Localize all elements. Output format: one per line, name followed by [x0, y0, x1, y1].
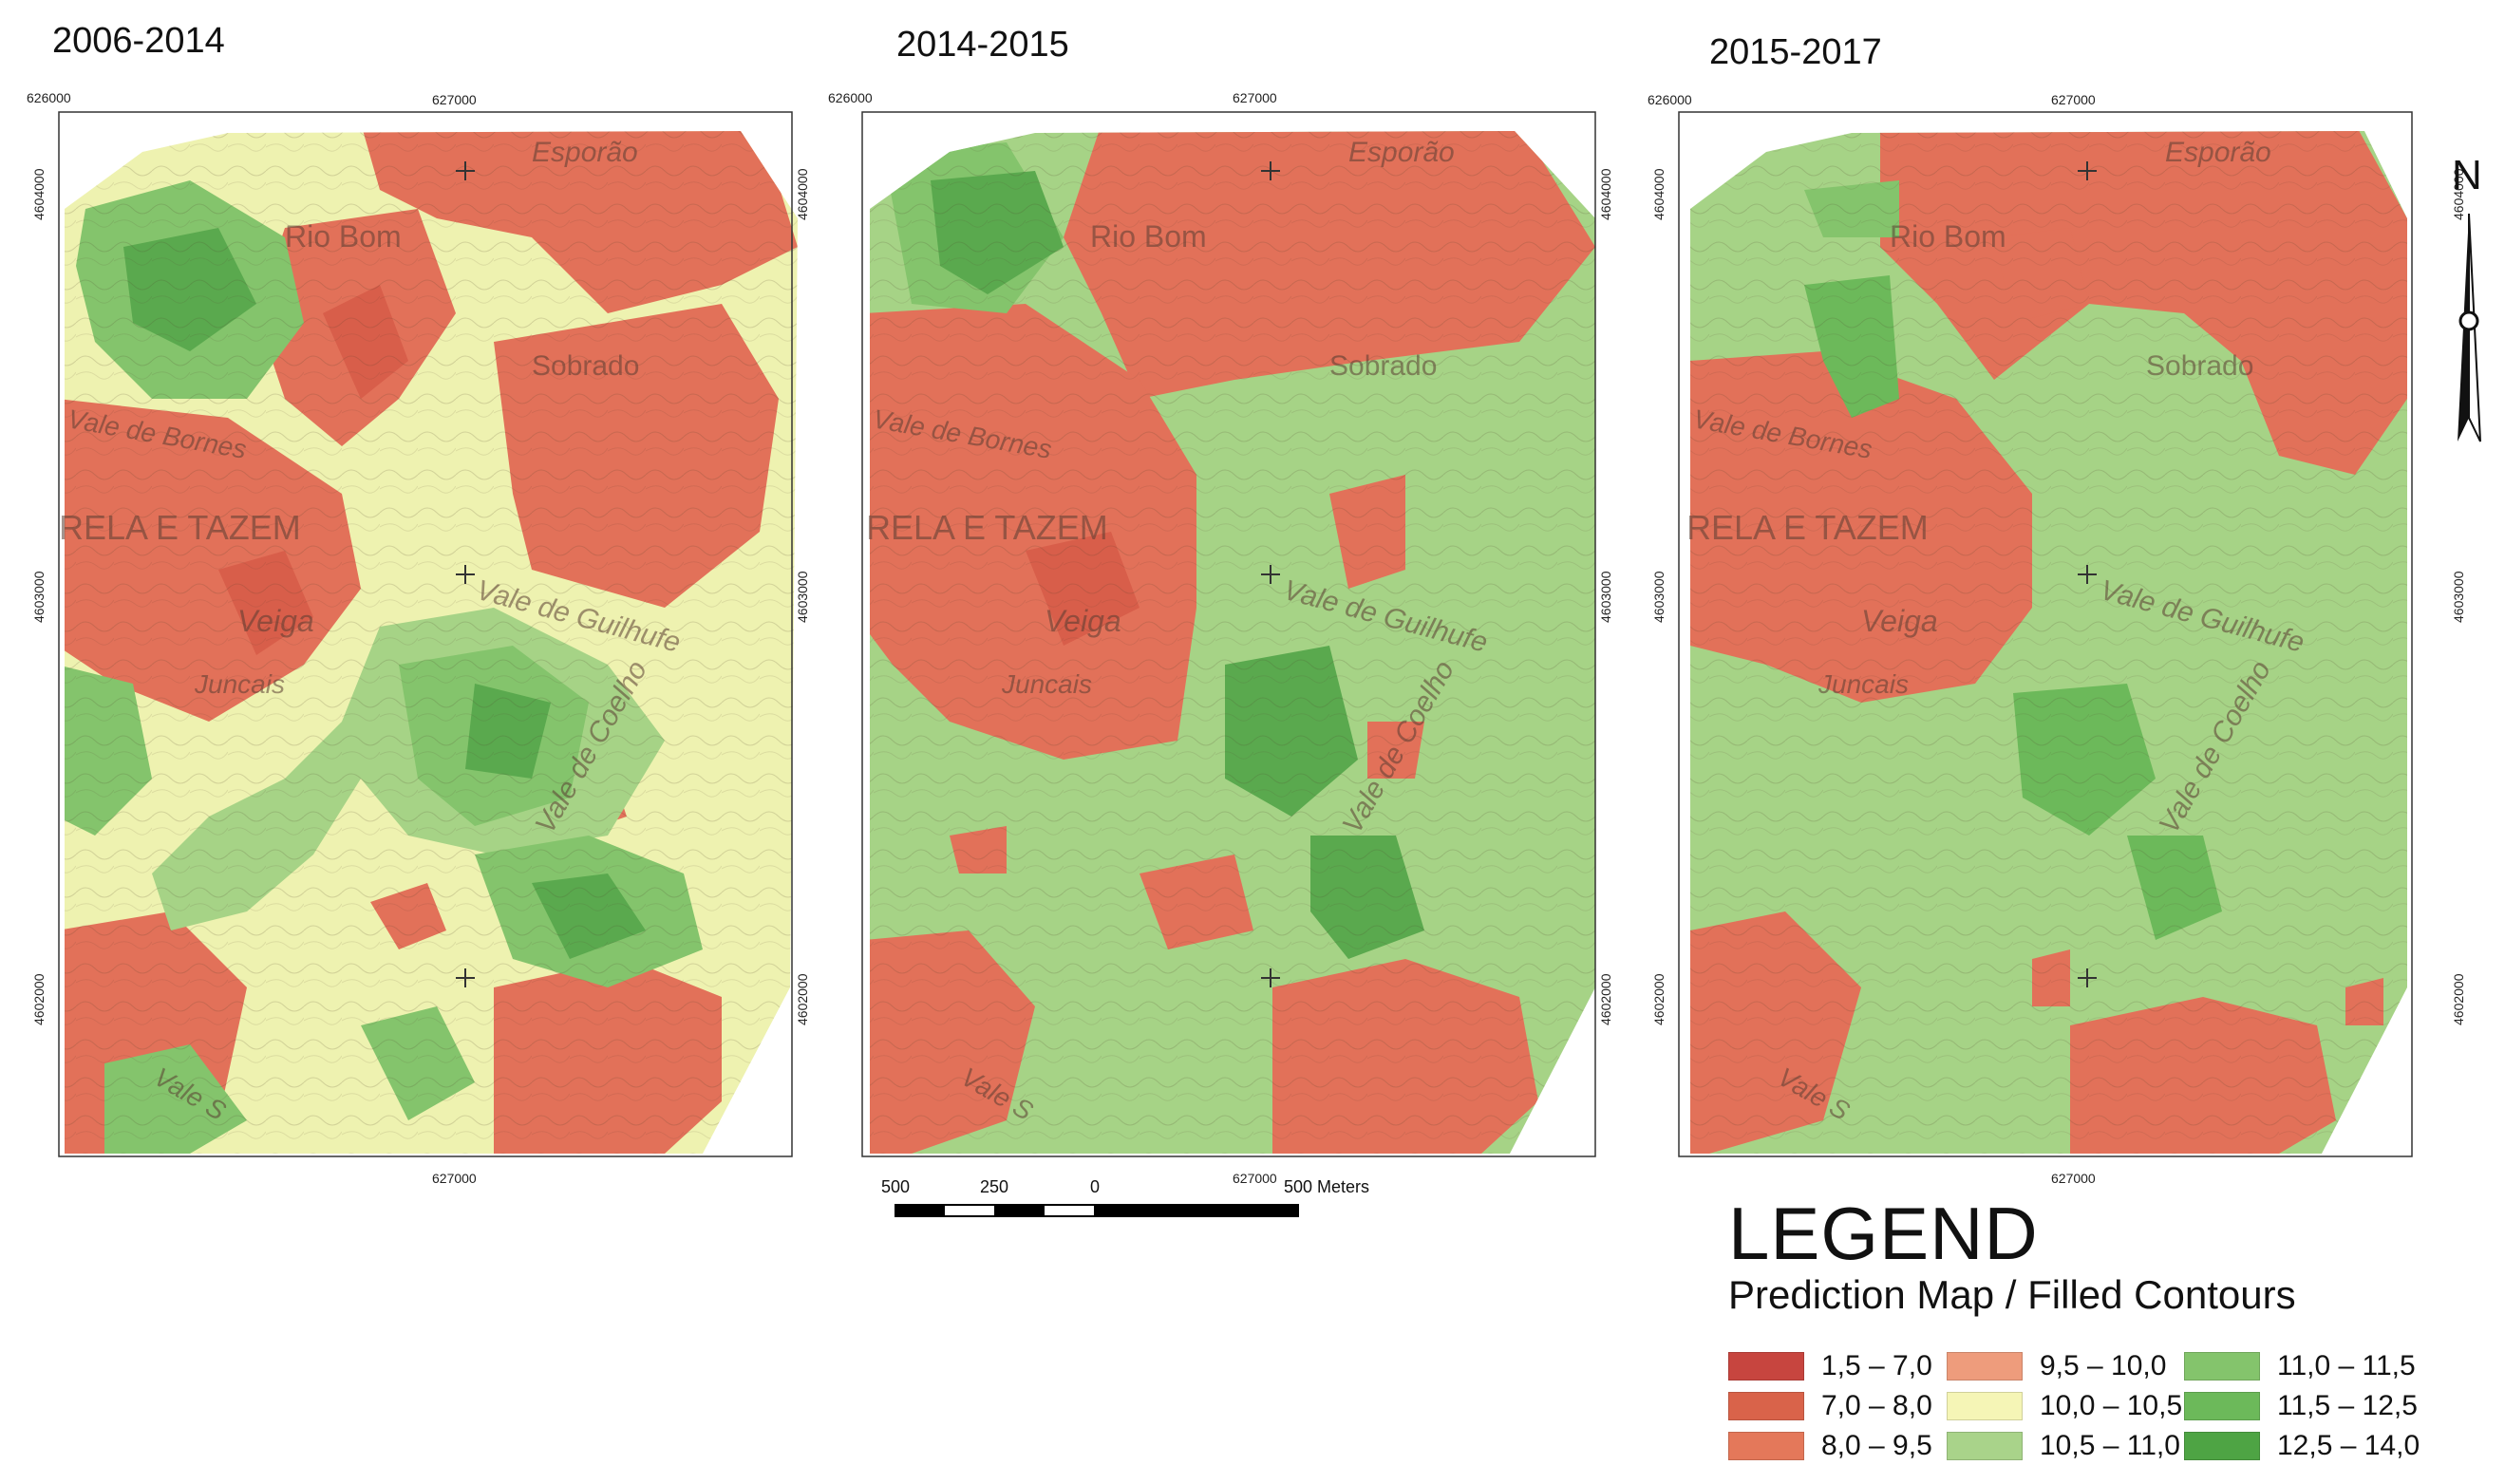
- coord-top-mid-1: 627000: [432, 92, 477, 107]
- map1-frame: [58, 111, 793, 1157]
- place-rio-bom-2: Rio Bom: [1090, 219, 1207, 254]
- place-esporao-1: Esporão: [532, 137, 638, 168]
- legend-title: LEGEND: [1728, 1192, 2039, 1275]
- place-veiga-2: Veiga: [1045, 604, 1121, 638]
- legend-item: 11,0 – 11,5: [2184, 1350, 2416, 1381]
- coord-y-bot-1r: 4602000: [795, 973, 810, 1025]
- place-veiga-1: Veiga: [237, 604, 314, 638]
- legend-swatch: [2184, 1392, 2260, 1420]
- map3-frame: [1678, 111, 2413, 1157]
- legend-label: 10,0 – 10,5: [2040, 1390, 2183, 1421]
- place-rela-3: RELA E TAZEM: [1686, 508, 1929, 547]
- legend-label: 11,0 – 11,5: [2277, 1350, 2416, 1381]
- place-rela-2: RELA E TAZEM: [866, 508, 1108, 547]
- coord-y-top-3: 4604000: [1651, 168, 1667, 220]
- map-2014-2015: [870, 131, 1595, 1154]
- legend-item: 10,5 – 11,0: [1947, 1430, 2180, 1461]
- coord-y-top-1r: 4604000: [795, 168, 810, 220]
- coord-y-mid-3: 4603000: [1651, 571, 1667, 623]
- place-rela-1: RELA E TAZEM: [59, 508, 301, 547]
- coord-y-top-2r: 4604000: [1598, 168, 1613, 220]
- scale-label-0: 0: [1090, 1177, 1101, 1196]
- coord-y-mid-1: 4603000: [31, 571, 47, 623]
- coord-y-mid-1r: 4603000: [795, 571, 810, 623]
- coord-y-bot-3: 4602000: [1651, 973, 1667, 1025]
- place-veiga-3: Veiga: [1861, 604, 1938, 638]
- legend-item: 8,0 – 9,5: [1728, 1430, 1932, 1461]
- period-title-2: 2014-2015: [896, 25, 1069, 65]
- coord-y-top-3r: 4604000: [2451, 168, 2466, 220]
- coord-y-bot-3r: 4602000: [2451, 973, 2466, 1025]
- coord-top-mid-3: 627000: [2051, 92, 2096, 107]
- legend-swatch: [1728, 1352, 1804, 1381]
- coord-bot-mid-3: 627000: [2051, 1171, 2096, 1186]
- legend-label: 8,0 – 9,5: [1821, 1430, 1932, 1461]
- place-esporao-3: Esporão: [2165, 137, 2271, 168]
- place-rio-bom-3: Rio Bom: [1890, 219, 2006, 254]
- coord-y-bot-2r: 4602000: [1598, 973, 1613, 1025]
- scale-bar: [895, 1204, 1299, 1217]
- coord-y-mid-3r: 4603000: [2451, 571, 2466, 623]
- coord-bot-mid-2: 627000: [1233, 1171, 1277, 1186]
- legend-swatch: [1728, 1432, 1804, 1460]
- place-juncais-3: Juncais: [1818, 669, 1909, 699]
- map-2006-2014: [65, 131, 798, 1154]
- place-sobrado-2: Sobrado: [1329, 350, 1437, 382]
- legend-label: 9,5 – 10,0: [2040, 1350, 2167, 1381]
- coord-y-mid-2r: 4603000: [1598, 571, 1613, 623]
- place-juncais-1: Juncais: [194, 669, 285, 699]
- map2-frame: [861, 111, 1596, 1157]
- legend-label: 7,0 – 8,0: [1821, 1390, 1932, 1421]
- legend-item: 1,5 – 7,0: [1728, 1350, 1932, 1381]
- place-esporao-2: Esporão: [1348, 137, 1455, 168]
- legend-swatch: [1728, 1392, 1804, 1420]
- coord-top-left-2: 626000: [828, 90, 873, 105]
- place-juncais-2: Juncais: [1001, 669, 1092, 699]
- legend-subtitle: Prediction Map / Filled Contours: [1728, 1272, 2296, 1317]
- coord-bot-mid-1: 627000: [432, 1171, 477, 1186]
- legend-label: 10,5 – 11,0: [2040, 1430, 2180, 1461]
- period-title-1: 2006-2014: [52, 21, 225, 61]
- coord-y-top-1: 4604000: [31, 168, 47, 220]
- legend-swatch: [1947, 1432, 2023, 1460]
- legend-label: 12,5 – 14,0: [2277, 1430, 2420, 1461]
- period-title-3: 2015-2017: [1709, 32, 1882, 72]
- place-sobrado-3: Sobrado: [2146, 350, 2253, 382]
- legend-label: 11,5 – 12,5: [2277, 1390, 2418, 1421]
- legend-item: 9,5 – 10,0: [1947, 1350, 2167, 1381]
- legend-item: 12,5 – 14,0: [2184, 1430, 2420, 1461]
- legend-item: 7,0 – 8,0: [1728, 1390, 1932, 1421]
- legend-label: 1,5 – 7,0: [1821, 1350, 1932, 1381]
- legend-swatch: [2184, 1352, 2260, 1381]
- scale-label-500: 500: [881, 1177, 911, 1196]
- legend-swatch: [1947, 1392, 2023, 1420]
- scale-label-meters: 500 Meters: [1284, 1177, 1370, 1196]
- place-sobrado-1: Sobrado: [532, 350, 639, 382]
- legend-item: 10,0 – 10,5: [1947, 1390, 2183, 1421]
- coord-top-left-3: 626000: [1648, 92, 1692, 107]
- legend-swatch: [1947, 1352, 2023, 1381]
- map-2015-2017: [1690, 131, 2407, 1154]
- legend-swatch: [2184, 1432, 2260, 1460]
- coord-top-mid-2: 627000: [1233, 90, 1277, 105]
- place-rio-bom-1: Rio Bom: [285, 219, 402, 254]
- coord-y-bot-1: 4602000: [31, 973, 47, 1025]
- north-arrow-icon: [2458, 213, 2481, 442]
- grid-crosses: [456, 161, 2097, 987]
- north-label: N: [2452, 152, 2482, 198]
- legend-item: 11,5 – 12,5: [2184, 1390, 2418, 1421]
- coord-labels: 626000 627000 627000 626000 627000 62700…: [27, 90, 2466, 1186]
- coord-top-left-1: 626000: [27, 90, 71, 105]
- scale-label-250: 250: [980, 1177, 1009, 1196]
